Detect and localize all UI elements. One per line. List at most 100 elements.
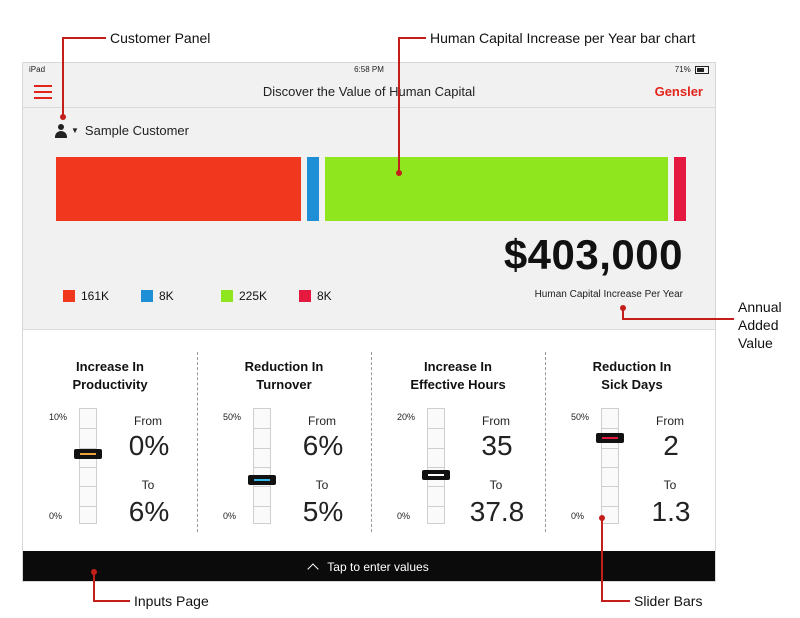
leader-line [398, 37, 426, 39]
legend-swatch [221, 290, 233, 302]
legend-item-4: 8K [299, 289, 332, 303]
slider-thumb[interactable] [74, 449, 102, 459]
to-value: 5% [302, 496, 344, 527]
slider-column: Increase In Effective Hours 20% 0% From 35 To 3… [371, 330, 545, 552]
slider-title: Reduction In Sick Days [592, 359, 672, 392]
leader-line [601, 600, 630, 602]
legend-label: 8K [317, 289, 332, 303]
leader-line [62, 37, 64, 117]
annotation-customer-panel: Customer Panel [110, 30, 211, 46]
slider-track[interactable] [79, 408, 97, 524]
legend-swatch [299, 290, 311, 302]
from-label: From [134, 414, 162, 428]
leader-dot [396, 170, 402, 176]
annotation-annual-added-value: Annual Added Value [738, 299, 782, 351]
inputs-panel: Increase In Productivity 10% 0% From 0% To 6% Re… [23, 329, 715, 552]
bar-segment [56, 157, 301, 221]
human-capital-bar-chart [56, 157, 686, 221]
slider-max-label: 10% [49, 412, 68, 422]
nav-bar: Discover the Value of Human Capital Gens… [23, 75, 715, 108]
battery-indicator: 71% [675, 65, 709, 74]
to-label: To [141, 478, 155, 492]
from-value: 35 [481, 430, 513, 461]
slider-track[interactable] [601, 408, 619, 524]
menu-icon[interactable] [34, 85, 52, 99]
slider-track[interactable] [427, 408, 445, 524]
slider-min-label: 0% [49, 511, 63, 521]
page-title: Discover the Value of Human Capital [262, 84, 476, 99]
slider-min-label: 0% [223, 511, 237, 521]
total-caption: Human Capital Increase Per Year [534, 289, 683, 300]
bar-segment [325, 157, 668, 221]
divider [197, 352, 198, 532]
slider-max-label: 20% [397, 412, 416, 422]
slider-title: Reduction In Turnover [244, 359, 324, 392]
divider [371, 352, 372, 532]
slider-column: Increase In Productivity 10% 0% From 0% To 6% [23, 330, 197, 552]
leader-dot [620, 305, 626, 311]
leader-line [622, 318, 734, 320]
bar-segment [674, 157, 686, 221]
from-value: 6% [302, 430, 344, 461]
leader-line [93, 572, 95, 601]
total-value: $403,000 [503, 231, 683, 278]
leader-dot [599, 515, 605, 521]
leader-line [62, 37, 106, 39]
customer-selector[interactable]: ▼ Sample Customer [55, 123, 189, 138]
annotation-inputs-page: Inputs Page [134, 593, 209, 609]
slider-thumb[interactable] [422, 470, 450, 480]
leader-line [398, 37, 400, 171]
to-label: To [663, 478, 677, 492]
slider-column: Reduction In Sick Days 50% 0% From 2 To 1.3 [545, 330, 715, 552]
leader-line [93, 600, 130, 602]
slider-max-label: 50% [223, 412, 242, 422]
legend-label: 225K [239, 289, 268, 303]
device-label: iPad [29, 65, 46, 74]
slider-thumb[interactable] [248, 475, 276, 485]
slider-track[interactable] [253, 408, 271, 524]
legend-item-1: 161K [63, 289, 109, 303]
battery-icon [695, 65, 709, 74]
annotation-bar-chart: Human Capital Increase per Year bar char… [430, 30, 696, 46]
from-value: 0% [128, 430, 170, 461]
slider-title: Increase In Effective Hours [410, 359, 506, 392]
to-value: 1.3 [651, 496, 691, 527]
enter-values-label: Tap to enter values [327, 560, 429, 574]
enter-values-button[interactable]: Tap to enter values [23, 551, 715, 581]
slider-thumb[interactable] [596, 433, 624, 443]
person-icon [55, 123, 67, 138]
annotation-slider-bars: Slider Bars [634, 593, 703, 609]
legend-swatch [141, 290, 153, 302]
from-label: From [308, 414, 336, 428]
leader-line [622, 307, 624, 319]
divider [545, 352, 546, 532]
status-time: 6:58 PM [354, 65, 384, 74]
caret-down-icon: ▼ [71, 126, 79, 135]
to-label: To [489, 478, 503, 492]
leader-dot [91, 569, 97, 575]
legend-label: 161K [81, 289, 110, 303]
bar-segment [307, 157, 319, 221]
slider-column: Reduction In Turnover 50% 0% From 6% To 5% [197, 330, 371, 552]
customer-name: Sample Customer [84, 123, 189, 138]
to-label: To [315, 478, 329, 492]
slider-title: Increase In Productivity [72, 359, 148, 392]
leader-dot [60, 114, 66, 120]
status-bar: iPad 6:58 PM 71% [23, 63, 715, 75]
legend-label: 8K [159, 289, 174, 303]
from-value: 2 [663, 430, 679, 461]
from-label: From [656, 414, 684, 428]
ipad-screen: iPad 6:58 PM 71% Discover the Value of H… [22, 62, 716, 582]
chevron-up-icon [307, 563, 319, 575]
leader-line [601, 518, 603, 601]
legend-item-3: 225K [221, 289, 267, 303]
brand-logo: Gensler [654, 84, 703, 99]
slider-max-label: 50% [571, 412, 590, 422]
slider-min-label: 0% [397, 511, 411, 521]
battery-percent: 71% [674, 65, 691, 74]
slider-min-label: 0% [571, 511, 585, 521]
legend-item-2: 8K [141, 289, 174, 303]
legend-swatch [63, 290, 75, 302]
to-value: 37.8 [469, 496, 525, 527]
from-label: From [482, 414, 510, 428]
